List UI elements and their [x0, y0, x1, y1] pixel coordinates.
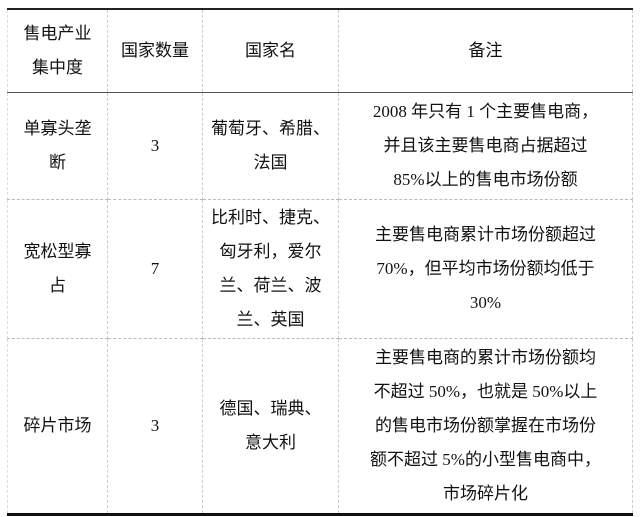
line: 匈牙利，爱尔: [219, 242, 322, 261]
line: 的售电市场份额掌握在市场份: [375, 416, 596, 435]
cell-level: 宽松型寡占: [7, 199, 108, 339]
header-line: 国家数量: [121, 41, 189, 60]
cell-level: 碎片市场: [7, 338, 108, 515]
line: 不超过 50%，也就是 50%以上: [373, 382, 598, 401]
header-line: 售电产业: [23, 24, 92, 43]
header-country-count: 国家数量: [107, 9, 203, 93]
line: 85%以上的售电市场份额: [393, 170, 578, 189]
line: 70%，但平均市场份额均低于: [376, 259, 595, 278]
line: 比利时、捷克、: [211, 208, 330, 227]
cell-countries: 葡萄牙、希腊、 法国: [202, 92, 339, 200]
line: 占: [49, 276, 66, 295]
cell-note: 主要售电商的累计市场份额均 不超过 50%，也就是 50%以上 的售电市场份额掌握在…: [338, 338, 633, 515]
header-line: 国家名: [245, 41, 296, 60]
cell-note: 2008 年只有 1 个主要售电商， 并且该主要售电商占据超过 85%以上的售电市场…: [338, 92, 633, 200]
header-line: 备注: [468, 41, 503, 60]
header-notes: 备注: [338, 9, 633, 93]
line: 断: [49, 153, 66, 172]
cell-count: 3: [107, 338, 203, 515]
line: 法国: [253, 153, 288, 172]
line: 主要售电商的累计市场份额均: [375, 348, 596, 367]
cell-level: 单寡头垄断: [7, 92, 108, 200]
line: 并且该主要售电商占据超过: [383, 136, 588, 155]
line: 德国、瑞典、: [219, 399, 322, 418]
electricity-market-concentration-table: 售电产业集中度 国家数量 国家名 备注 单寡头垄断 3 葡萄牙、希腊、 法国 20…: [7, 8, 633, 516]
line: 2008 年只有 1 个主要售电商，: [372, 102, 599, 121]
line: 主要售电商累计市场份额超过: [375, 225, 596, 244]
cell-count: 3: [107, 92, 203, 200]
line: 葡萄牙、希腊、: [211, 119, 330, 138]
header-line: 集中度: [32, 58, 83, 77]
line: 兰、荷兰、波: [219, 276, 322, 295]
line: 兰、英国: [236, 310, 305, 329]
table-header-row: 售电产业集中度 国家数量 国家名 备注: [7, 9, 633, 93]
cell-countries: 比利时、捷克、 匈牙利，爱尔 兰、荷兰、波 兰、英国: [202, 199, 339, 339]
cell-countries: 德国、瑞典、 意大利: [202, 338, 339, 515]
table-row: 碎片市场 3 德国、瑞典、 意大利 主要售电商的累计市场份额均 不超过 50%，也就…: [7, 338, 633, 515]
table-row: 宽松型寡占 7 比利时、捷克、 匈牙利，爱尔 兰、荷兰、波 兰、英国 主要售电商累计市…: [7, 199, 633, 339]
line: 意大利: [245, 433, 296, 452]
line: 30%: [469, 293, 502, 312]
cell-count: 7: [107, 199, 203, 339]
line: 额不超过 5%的小型售电商中，: [370, 450, 601, 469]
header-concentration: 售电产业 集中度: [7, 9, 108, 93]
line: 单寡头垄: [23, 119, 92, 138]
line: 市场碎片化: [443, 484, 528, 503]
cell-note: 主要售电商累计市场份额超过 70%，但平均市场份额均低于 30%: [338, 199, 633, 339]
header-country-names: 国家名: [202, 9, 339, 93]
line: 宽松型寡: [23, 242, 92, 261]
line: 碎片市场: [23, 416, 92, 435]
table-row: 单寡头垄断 3 葡萄牙、希腊、 法国 2008 年只有 1 个主要售电商， 并且该主…: [7, 92, 633, 200]
